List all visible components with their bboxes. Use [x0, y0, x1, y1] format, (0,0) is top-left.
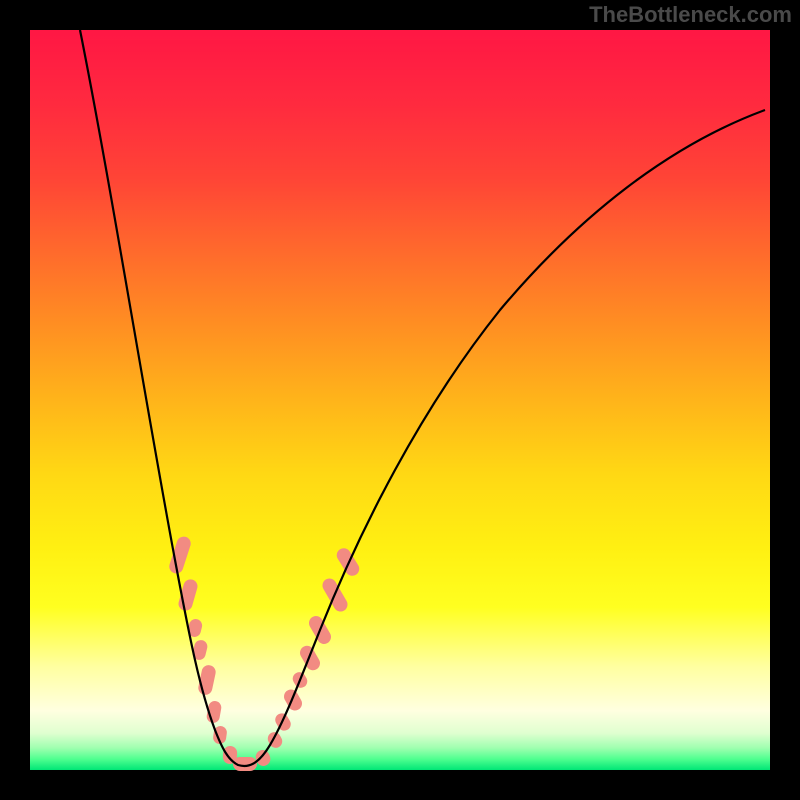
chart-container: TheBottleneck.com	[0, 0, 800, 800]
chart-svg	[0, 0, 800, 800]
plot-area	[30, 30, 770, 770]
watermark-text: TheBottleneck.com	[589, 2, 792, 28]
